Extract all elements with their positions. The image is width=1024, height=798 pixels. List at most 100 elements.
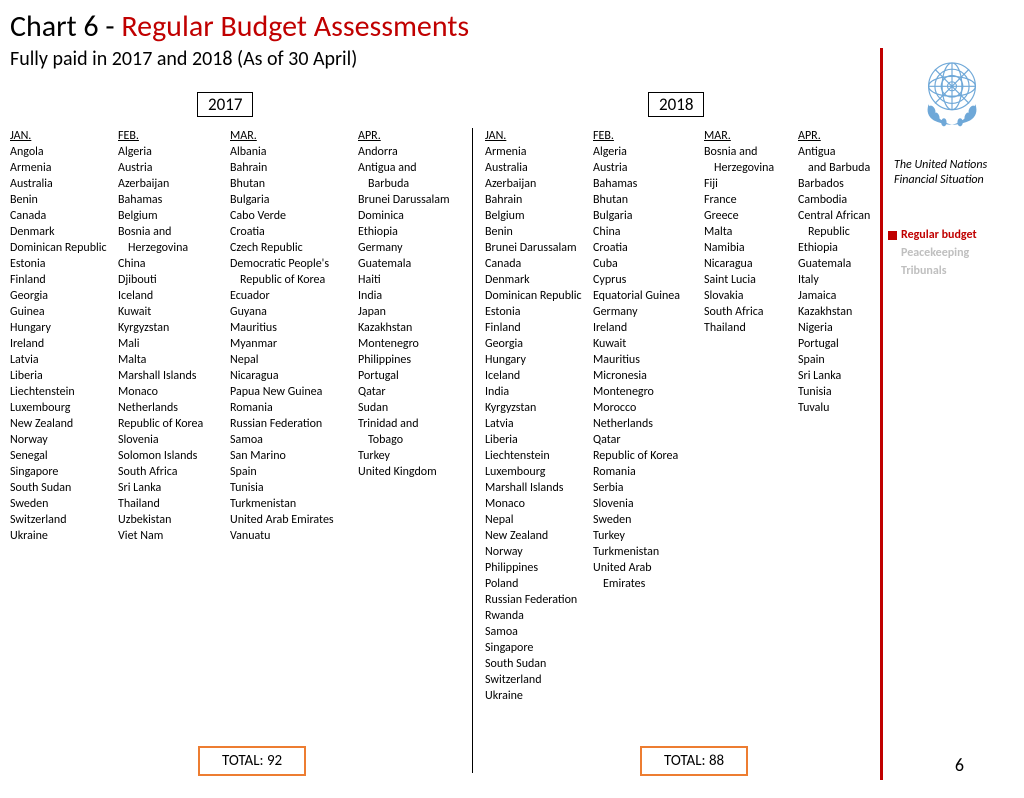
country-item: Equatorial Guinea	[593, 288, 704, 304]
country-item: Malta	[118, 352, 230, 368]
total-2017: TOTAL: 92	[198, 746, 306, 776]
country-item: Herzegovina	[704, 160, 798, 176]
country-item: Algeria	[593, 144, 704, 160]
country-item: Montenegro	[593, 384, 704, 400]
country-item: Luxembourg	[485, 464, 593, 480]
country-item: Mali	[118, 336, 230, 352]
legend-label: Regular budget	[901, 228, 977, 242]
col-2017-apr: APR. AndorraAntigua andBarbudaBrunei Dar…	[358, 128, 475, 704]
country-item: Netherlands	[118, 400, 230, 416]
country-item: Iceland	[118, 288, 230, 304]
country-item: Kyrgyzstan	[485, 400, 593, 416]
country-item: Bahamas	[118, 192, 230, 208]
country-item: Denmark	[485, 272, 593, 288]
year-label-2017: 2017	[197, 92, 253, 117]
country-item: Ecuador	[230, 288, 358, 304]
country-item: Andorra	[358, 144, 475, 160]
country-item: Japan	[358, 304, 475, 320]
country-item: Norway	[10, 432, 118, 448]
country-item: Georgia	[485, 336, 593, 352]
country-item: Bosnia and	[118, 224, 230, 240]
country-item: Nepal	[230, 352, 358, 368]
country-item: Canada	[485, 256, 593, 272]
country-item: Myanmar	[230, 336, 358, 352]
country-item: China	[118, 256, 230, 272]
country-item: Sri Lanka	[118, 480, 230, 496]
country-item: Russian Federation	[230, 416, 358, 432]
legend-item-dim: Peacekeeping	[888, 246, 1016, 260]
country-item: Nicaragua	[230, 368, 358, 384]
country-item: Germany	[358, 240, 475, 256]
country-item: Azerbaijan	[118, 176, 230, 192]
country-item: Belgium	[485, 208, 593, 224]
year-divider	[472, 128, 473, 773]
country-item: Djibouti	[118, 272, 230, 288]
legend-label: Tribunals	[888, 264, 947, 278]
country-item: Jamaica	[798, 288, 888, 304]
country-item: Guatemala	[798, 256, 888, 272]
country-item: Monaco	[485, 496, 593, 512]
country-item: Antigua and	[358, 160, 475, 176]
country-item: Monaco	[118, 384, 230, 400]
country-item: Republic	[798, 224, 888, 240]
country-item: Ireland	[593, 320, 704, 336]
country-item: Spain	[798, 352, 888, 368]
country-item: Romania	[230, 400, 358, 416]
country-item: Bahamas	[593, 176, 704, 192]
country-item: Iceland	[485, 368, 593, 384]
country-item: Australia	[10, 176, 118, 192]
country-item: Solomon Islands	[118, 448, 230, 464]
country-item: Serbia	[593, 480, 704, 496]
col-2017-mar: MAR. AlbaniaBahrainBhutanBulgariaCabo Ve…	[230, 128, 358, 704]
country-item: Liberia	[485, 432, 593, 448]
country-item: Nicaragua	[704, 256, 798, 272]
country-item: Bosnia and	[704, 144, 798, 160]
country-item: Nigeria	[798, 320, 888, 336]
country-item: Netherlands	[593, 416, 704, 432]
country-item: Latvia	[485, 416, 593, 432]
country-item: Azerbaijan	[485, 176, 593, 192]
country-item: Morocco	[593, 400, 704, 416]
country-item: Canada	[10, 208, 118, 224]
country-item: Sweden	[593, 512, 704, 528]
country-item: Germany	[593, 304, 704, 320]
country-item: Bhutan	[230, 176, 358, 192]
country-item: Armenia	[485, 144, 593, 160]
country-item: Democratic People's	[230, 256, 358, 272]
country-item: New Zealand	[10, 416, 118, 432]
country-item: Italy	[798, 272, 888, 288]
country-item: Kyrgyzstan	[118, 320, 230, 336]
country-item: Australia	[485, 160, 593, 176]
country-item: Croatia	[230, 224, 358, 240]
country-item: Malta	[704, 224, 798, 240]
country-item: United Arab	[593, 560, 704, 576]
country-item: Philippines	[358, 352, 475, 368]
month-header: FEB.	[593, 128, 704, 144]
country-item: Liberia	[10, 368, 118, 384]
sidebar-accent-bar	[880, 48, 883, 780]
country-item: Namibia	[704, 240, 798, 256]
country-item: Slovenia	[118, 432, 230, 448]
legend-label: Peacekeeping	[888, 246, 969, 260]
country-item: Estonia	[485, 304, 593, 320]
country-item: Haiti	[358, 272, 475, 288]
legend-square-icon	[888, 231, 897, 240]
country-item: Cambodia	[798, 192, 888, 208]
country-item: Armenia	[10, 160, 118, 176]
country-item: Croatia	[593, 240, 704, 256]
country-item: Bahrain	[230, 160, 358, 176]
month-header: FEB.	[118, 128, 230, 144]
country-item: South Sudan	[485, 656, 593, 672]
country-item: Sudan	[358, 400, 475, 416]
country-item: Nepal	[485, 512, 593, 528]
country-item: Papua New Guinea	[230, 384, 358, 400]
country-item: Kuwait	[593, 336, 704, 352]
country-item: Slovakia	[704, 288, 798, 304]
country-item: Liechtenstein	[485, 448, 593, 464]
country-item: Republic of Korea	[593, 448, 704, 464]
country-item: Bahrain	[485, 192, 593, 208]
country-item: Benin	[10, 192, 118, 208]
country-item: Senegal	[10, 448, 118, 464]
country-item: Marshall Islands	[118, 368, 230, 384]
country-item: South Sudan	[10, 480, 118, 496]
